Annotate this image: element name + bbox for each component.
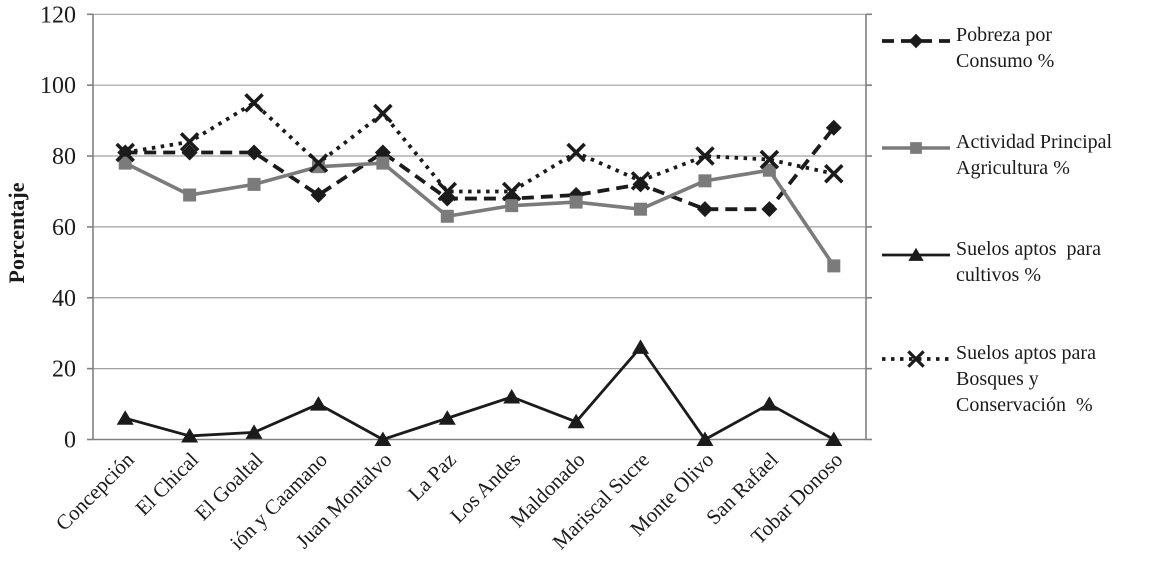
x-marker-icon [759, 149, 780, 170]
x-marker-icon [244, 93, 264, 113]
square-solid-line-icon [882, 142, 950, 154]
y-axis-title: Porcentaje [4, 182, 29, 283]
square-marker-icon [762, 163, 776, 177]
triangle-marker-icon [567, 413, 585, 429]
diamond-marker-icon [181, 144, 198, 161]
square-marker-icon [505, 199, 519, 213]
x-marker-icon [824, 163, 844, 184]
diamond-marker-icon [825, 119, 842, 136]
x-axis-category-label: La Paz [403, 448, 461, 506]
x-marker-icon [566, 142, 586, 163]
square-marker-icon [698, 174, 712, 188]
diamond-marker-icon [696, 201, 713, 218]
legend-entry-cultivos: Suelos aptos para cultivos % [879, 236, 1101, 288]
square-marker-icon [183, 188, 197, 202]
triangle-marker-icon [760, 396, 778, 411]
x-marker-icon [179, 132, 200, 152]
x-marker-icon [115, 142, 135, 163]
triangle-marker-icon [825, 431, 843, 446]
diamond-marker-icon [632, 176, 649, 193]
x-marker-icon [501, 181, 522, 202]
series-line-1 [124, 161, 836, 267]
y-axis-tick-label: 0 [64, 428, 76, 454]
square-marker-icon [376, 156, 390, 170]
y-axis-tick-label: 40 [52, 286, 76, 312]
triangle-marker-icon [438, 410, 456, 425]
diamond-marker-icon [310, 187, 327, 204]
triangle-marker-icon [309, 396, 327, 411]
x-dotted-line-icon [882, 350, 950, 368]
triangle-solid-line-icon [882, 247, 950, 261]
square-marker-icon [569, 195, 583, 209]
series-line-0 [125, 126, 836, 212]
x-marker-icon [437, 181, 458, 202]
square-marker-icon [910, 142, 922, 154]
chart-legend: Pobreza por Consumo % Actividad Principa… [879, 0, 1163, 580]
diamond-marker-icon [761, 201, 778, 218]
triangle-marker-icon [632, 339, 650, 354]
series-line-3 [124, 100, 835, 194]
square-marker-icon [118, 156, 132, 170]
legend-label-bosques: Suelos aptos para Bosques y Conservación… [956, 342, 1096, 416]
triangle-marker-icon [908, 247, 924, 261]
triangle-marker-icon [181, 427, 199, 443]
legend-label-pobreza: Pobreza por Consumo % [956, 24, 1055, 72]
square-marker-icon [247, 177, 261, 191]
y-axis-tick-label: 120 [40, 2, 76, 28]
square-marker-icon [827, 259, 841, 273]
series-line-2 [124, 345, 835, 442]
triangle-marker-icon [696, 431, 714, 446]
diamond-marker-icon [374, 144, 391, 161]
legend-entry-bosques: Suelos aptos para Bosques y Conservación… [879, 340, 1096, 418]
x-marker-icon [373, 103, 393, 124]
triangle-marker-icon [245, 424, 263, 439]
diamond-dashed-line-icon [882, 33, 950, 49]
diamond-marker-icon [246, 144, 263, 161]
square-marker-icon [634, 202, 648, 216]
y-axis-tick-label: 80 [52, 144, 76, 170]
legend-entry-agricultura: Actividad Principal Agricultura % [879, 129, 1112, 181]
triangle-marker-icon [374, 431, 392, 446]
x-marker-icon [308, 153, 329, 173]
x-axis-category-label: Concepción [51, 447, 139, 535]
x-marker-icon [907, 350, 925, 368]
x-marker-icon [695, 146, 715, 166]
triangle-marker-icon [503, 388, 521, 404]
x-marker-icon [630, 171, 651, 191]
square-marker-icon [440, 209, 454, 223]
y-axis-tick-label: 100 [40, 73, 76, 99]
diamond-marker-icon [908, 33, 924, 49]
y-axis-tick-label: 60 [52, 215, 76, 241]
legend-label-cultivos: Suelos aptos para cultivos % [956, 238, 1101, 286]
triangle-marker-icon [116, 410, 134, 425]
legend-entry-pobreza: Pobreza por Consumo % [879, 22, 1054, 74]
y-axis-tick-label: 20 [52, 357, 76, 383]
legend-label-agricultura: Actividad Principal Agricultura % [956, 131, 1113, 179]
square-marker-icon [311, 160, 325, 174]
